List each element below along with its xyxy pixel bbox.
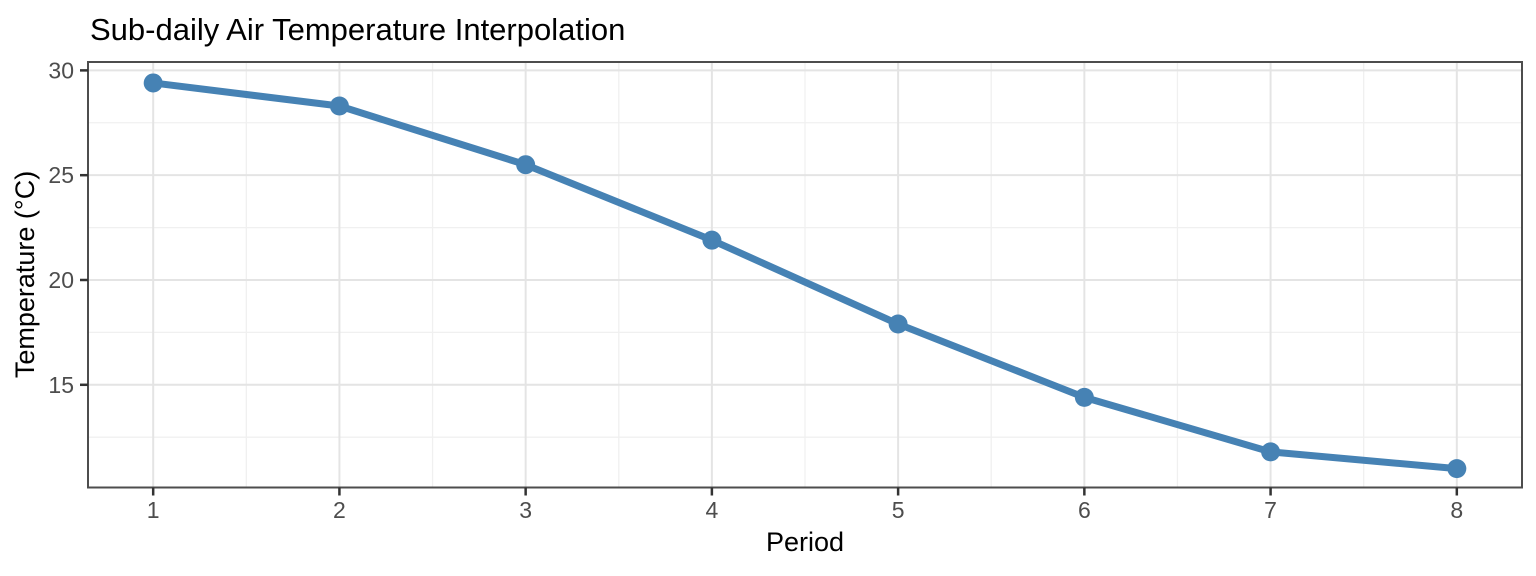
panel-border: [87, 61, 1523, 489]
data-point-period-6: [1074, 387, 1094, 407]
x-tick-label: 6: [1078, 497, 1091, 523]
data-point-period-2: [329, 96, 349, 116]
data-point-period-8: [1447, 459, 1467, 479]
y-tick-label: 25: [48, 162, 74, 188]
data-point-period-1: [143, 73, 163, 93]
y-axis-title: Temperature (°C): [10, 171, 40, 378]
y-tick-label: 15: [48, 372, 74, 398]
x-tick-label: 7: [1264, 497, 1277, 523]
y-tick-label: 20: [48, 267, 74, 293]
x-tick-label: 3: [519, 497, 532, 523]
axis-tick-marks: [80, 69, 1459, 496]
chart-title: Sub-daily Air Temperature Interpolation: [90, 12, 625, 47]
data-point-period-4: [702, 230, 722, 250]
x-axis-title: Period: [766, 527, 844, 557]
temperature-series-line: [149, 79, 1461, 473]
series-layer: [143, 73, 1467, 479]
data-point-period-3: [516, 155, 536, 175]
y-tick-label: 30: [48, 57, 74, 83]
minor-gridlines: [88, 62, 1522, 488]
axis-tick-labels: 1 2 3 4 5 6 7 8 15 20 25 30: [48, 57, 1463, 523]
x-tick-label: 1: [147, 497, 160, 523]
x-tick-label: 5: [892, 497, 905, 523]
x-tick-label: 8: [1450, 497, 1463, 523]
x-tick-label: 2: [333, 497, 346, 523]
major-gridlines: [88, 62, 1522, 488]
data-point-period-5: [888, 314, 908, 334]
data-point-period-7: [1261, 442, 1281, 462]
x-tick-label: 4: [705, 497, 718, 523]
